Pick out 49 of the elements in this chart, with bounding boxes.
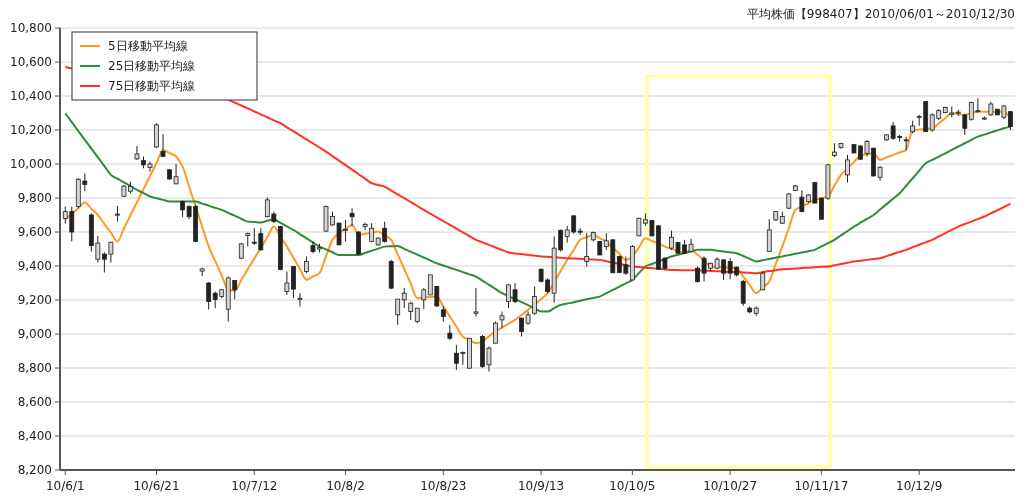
candlestick xyxy=(349,207,355,228)
candlestick xyxy=(499,311,505,329)
x-tick-label: 10/9/13 xyxy=(517,479,565,493)
y-tick-label: 9,000 xyxy=(17,327,52,342)
y-tick-label: 10,200 xyxy=(10,123,52,138)
x-tick-label: 10/7/12 xyxy=(231,479,278,493)
x-tick-label: 10/8/2 xyxy=(326,479,365,493)
candlestick xyxy=(962,113,968,136)
x-tick-label: 10/6/21 xyxy=(133,479,180,493)
candlestick xyxy=(421,287,427,310)
candlestick xyxy=(401,287,407,309)
x-tick-label: 10/12/9 xyxy=(896,479,943,493)
candlestick xyxy=(408,301,414,321)
y-tick-label: 8,400 xyxy=(17,429,52,444)
candlestick xyxy=(903,136,909,151)
candlestick xyxy=(845,154,850,184)
candlestick xyxy=(356,230,361,256)
y-tick-label: 8,800 xyxy=(17,361,52,376)
legend-label: 75日移動平均線 xyxy=(108,79,196,94)
x-tick-label: 10/8/23 xyxy=(420,479,467,493)
candlestick xyxy=(154,122,159,149)
x-tick-label: 10/11/17 xyxy=(794,479,849,493)
candlestick xyxy=(532,286,537,316)
candlestick xyxy=(362,222,368,231)
candlestick xyxy=(206,281,212,311)
candlestick xyxy=(395,298,401,326)
y-tick-label: 8,200 xyxy=(17,463,52,478)
y-tick-label: 9,800 xyxy=(17,191,52,206)
legend-label: 5日移動平均線 xyxy=(108,39,188,54)
y-tick-label: 9,400 xyxy=(17,259,52,274)
candlestick xyxy=(584,232,590,268)
candlestick xyxy=(297,292,303,307)
candlestick xyxy=(760,270,766,291)
candlestick xyxy=(740,279,746,307)
candlestick xyxy=(134,145,140,161)
y-tick-label: 9,200 xyxy=(17,293,52,308)
y-tick-label: 10,600 xyxy=(10,55,52,70)
legend-label: 25日移動平均線 xyxy=(108,59,196,74)
y-tick-label: 10,800 xyxy=(10,21,52,36)
x-tick-label: 10/10/27 xyxy=(703,479,758,493)
candlestick xyxy=(473,287,479,317)
y-tick-label: 10,000 xyxy=(10,157,52,172)
y-tick-label: 9,600 xyxy=(17,225,52,240)
x-tick-label: 10/10/5 xyxy=(609,479,656,493)
x-tick-label: 10/6/1 xyxy=(45,479,85,493)
candlestick xyxy=(766,218,772,253)
y-tick-label: 8,600 xyxy=(17,395,52,410)
y-tick-label: 10,400 xyxy=(10,89,52,104)
chart-title: 平均株価【998407】2010/06/01～2010/12/30 xyxy=(746,7,1015,21)
